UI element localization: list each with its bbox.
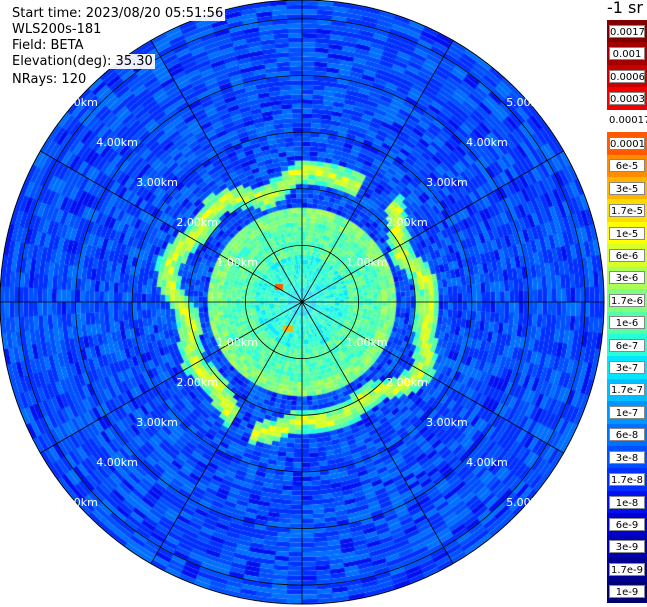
colorbar-tick-label: 0.0003 bbox=[609, 91, 645, 105]
range-label: 2.00km bbox=[386, 216, 428, 229]
range-label: 2.00km bbox=[176, 376, 218, 389]
range-label: 3.00km bbox=[426, 176, 468, 189]
azimuth-spoke bbox=[301, 301, 454, 564]
range-label: 4.00km bbox=[96, 136, 138, 149]
range-label: 5.00km bbox=[506, 96, 548, 109]
range-label: 4.00km bbox=[466, 456, 508, 469]
range-label: 3.00km bbox=[426, 416, 468, 429]
azimuth-spoke bbox=[301, 40, 454, 303]
colorbar-tick-label: 6e-9 bbox=[609, 518, 645, 532]
range-label: 2.00km bbox=[386, 376, 428, 389]
range-label: 2.00km bbox=[176, 216, 218, 229]
colorbar-tick-label: 1.7e-5 bbox=[609, 204, 645, 218]
colorbar-tick-label: 6e-6 bbox=[609, 248, 645, 262]
instrument-id: WLS200s-181 bbox=[10, 22, 104, 37]
range-label: 1.00km bbox=[216, 336, 258, 349]
azimuth-spoke bbox=[301, 301, 564, 454]
colorbar-cell bbox=[607, 109, 647, 133]
colorbar-tick-label: 1.7e-8 bbox=[609, 473, 645, 487]
colorbar-tick-label: 1e-6 bbox=[609, 316, 645, 330]
colorbar-tick-label: 0.0017 bbox=[609, 24, 645, 38]
colorbar-tick-label: 1e-8 bbox=[609, 495, 645, 509]
colorbar-tick-label: 3e-6 bbox=[609, 271, 645, 285]
colorbar-tick-label: 1e-9 bbox=[609, 585, 645, 599]
range-label: 4.00km bbox=[96, 456, 138, 469]
colorbar-tick-label: 3e-8 bbox=[609, 450, 645, 464]
azimuth-spoke bbox=[40, 150, 303, 303]
range-labels: 1.00km 1.00km 1.00km 1.00km 2.00km 2.00km 2.00… bbox=[56, 96, 548, 509]
azimuth-spoke bbox=[40, 301, 303, 454]
range-label: 1.00km bbox=[346, 256, 388, 269]
azimuth-spoke bbox=[150, 301, 303, 564]
colorbar-tick-label: 1e-7 bbox=[609, 405, 645, 419]
colorbar-tick-label: 6e-8 bbox=[609, 428, 645, 442]
colorbar-tick-label: 0.00017 bbox=[609, 115, 647, 127]
colorbar-tick-label: 3e-5 bbox=[609, 181, 645, 195]
colorbar-tick-label: 0.0001 bbox=[609, 136, 645, 150]
colorbar-tick-label: 3e-9 bbox=[609, 540, 645, 554]
range-label: 5.00km bbox=[56, 96, 98, 109]
range-label: 3.00km bbox=[136, 176, 178, 189]
azimuth-spokes bbox=[0, 0, 604, 604]
nrays: NRays: 120 bbox=[10, 72, 89, 87]
colorbar-tick-label: 1.7e-6 bbox=[609, 293, 645, 307]
range-label: 1.00km bbox=[216, 256, 258, 269]
azimuth-spoke bbox=[301, 150, 564, 303]
elevation: Elevation(deg): 35.30 bbox=[10, 54, 155, 69]
colorbar-tick-label: 1e-5 bbox=[609, 226, 645, 240]
range-label: 5.00km bbox=[506, 496, 548, 509]
colorbar-tick-label: 1.7e-7 bbox=[609, 383, 645, 397]
colorbar-tick-label: 6e-7 bbox=[609, 338, 645, 352]
range-label: 5.00km bbox=[56, 496, 98, 509]
range-label: 3.00km bbox=[136, 416, 178, 429]
colorbar: 0.0017 0.001 0.0006 0.0003 0.00017 0.0001 6e-5… bbox=[607, 20, 647, 604]
start-time: Start time: 2023/08/20 05:51:56 bbox=[10, 6, 226, 21]
colorbar-unit: -1 sr bbox=[607, 0, 643, 17]
colorbar-tick-label: 3e-7 bbox=[609, 361, 645, 375]
range-label: 4.00km bbox=[466, 136, 508, 149]
colorbar-tick-label: 0.0006 bbox=[609, 69, 645, 83]
range-label: 1.00km bbox=[346, 336, 388, 349]
azimuth-spoke bbox=[150, 40, 303, 303]
colorbar-tick-label: 1.7e-9 bbox=[609, 562, 645, 576]
colorbar-tick-label: 0.001 bbox=[609, 47, 645, 61]
field-name: Field: BETA bbox=[10, 38, 86, 53]
colorbar-tick-label: 6e-5 bbox=[609, 159, 645, 173]
